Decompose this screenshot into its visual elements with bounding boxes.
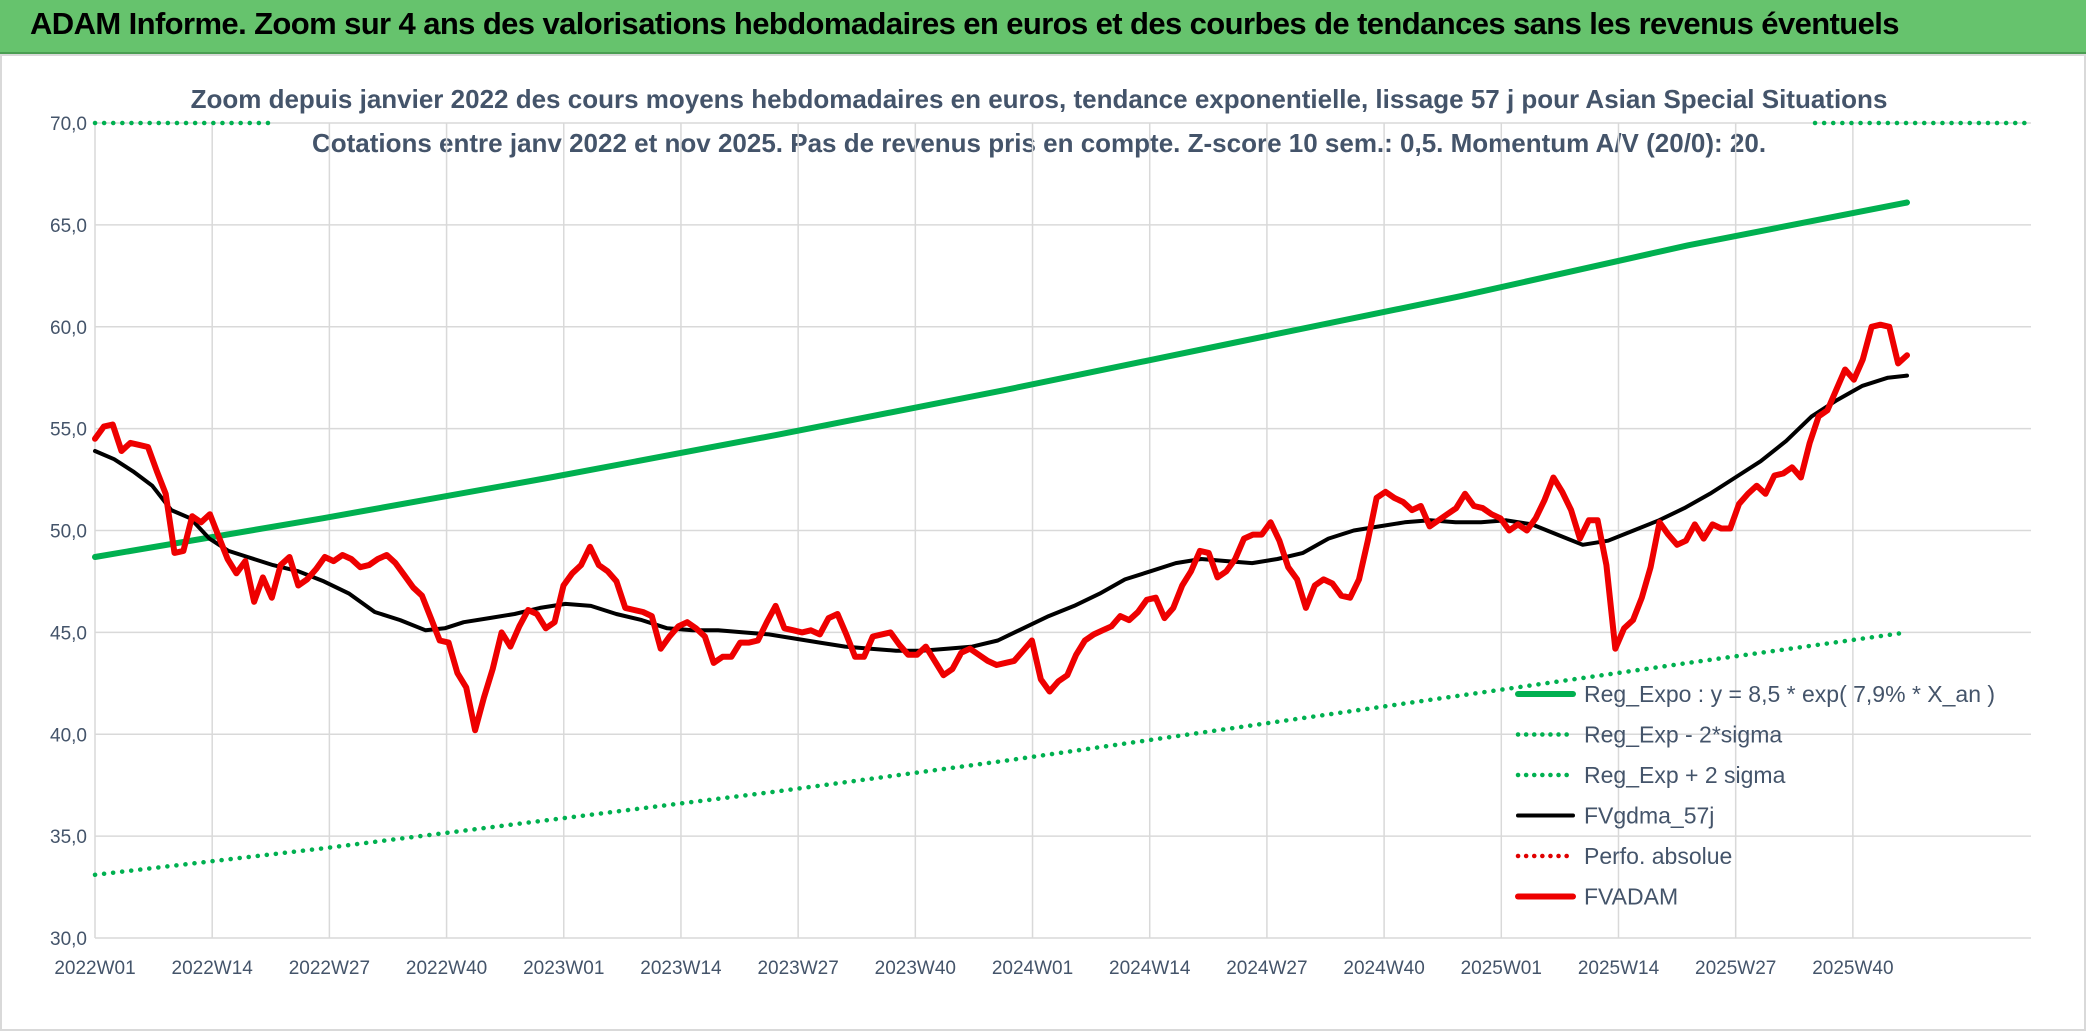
header-banner: ADAM Informe. Zoom sur 4 ans des valoris… xyxy=(0,0,2086,54)
x-tick-label: 2023W01 xyxy=(523,958,604,979)
x-tick-label: 2024W40 xyxy=(1343,958,1424,979)
x-tick-label: 2022W01 xyxy=(54,958,135,979)
x-tick-label: 2025W01 xyxy=(1461,958,1542,979)
y-tick-label: 70,0 xyxy=(50,114,87,135)
page-title: ADAM Informe. Zoom sur 4 ans des valoris… xyxy=(30,6,1900,41)
legend-label: Reg_Exp + 2 sigma xyxy=(1584,762,1786,788)
y-tick-label: 40,0 xyxy=(50,725,87,746)
legend: Reg_Expo : y = 8,5 * exp( 7,9% * X_an ) R… xyxy=(1515,681,1995,910)
x-tick-label: 2025W40 xyxy=(1812,958,1893,979)
legend-label: Perfo. absolue xyxy=(1584,843,1732,869)
legend-label: FVADAM xyxy=(1584,884,1678,910)
x-tick-label: 2023W27 xyxy=(757,958,838,979)
x-tick-label: 2025W27 xyxy=(1695,958,1776,979)
chart-frame xyxy=(0,54,2086,1031)
legend-label: Reg_Expo : y = 8,5 * exp( 7,9% * X_an ) xyxy=(1584,681,1995,707)
x-tick-label: 2024W14 xyxy=(1109,958,1191,979)
x-tick-label: 2023W40 xyxy=(875,958,956,979)
series-line-0 xyxy=(92,199,1910,560)
y-tick-label: 50,0 xyxy=(50,522,87,543)
chart-subtitle: Cotations entre janv 2022 et nov 2025. P… xyxy=(312,128,1766,158)
y-tick-label: 30,0 xyxy=(50,929,87,950)
x-tick-label: 2022W40 xyxy=(406,958,487,979)
series-lines xyxy=(92,120,2034,878)
chart-title: Zoom depuis janvier 2022 des cours moyen… xyxy=(191,84,1888,114)
x-tick-label: 2024W27 xyxy=(1226,958,1307,979)
x-tick-label: 2023W14 xyxy=(640,958,722,979)
x-tick-label: 2025W14 xyxy=(1578,958,1660,979)
x-tick-label: 2024W01 xyxy=(992,958,1073,979)
legend-label: FVgdma_57j xyxy=(1584,803,1714,829)
y-tick-label: 65,0 xyxy=(50,216,87,237)
y-tick-label: 55,0 xyxy=(50,420,87,441)
y-axis: 30,0 35,0 40,0 45,0 50,0 55,0 60,0 65,0 70,0 xyxy=(50,114,87,950)
y-tick-label: 35,0 xyxy=(50,827,87,848)
y-tick-label: 60,0 xyxy=(50,318,87,339)
legend-label: Reg_Exp - 2*sigma xyxy=(1584,722,1782,748)
x-tick-label: 2022W27 xyxy=(289,958,370,979)
y-tick-label: 45,0 xyxy=(50,623,87,644)
series-line-5 xyxy=(92,321,1910,734)
gridlines xyxy=(94,122,2031,939)
x-axis: 2022W01 2022W14 2022W27 2022W40 2023W01 2023W… xyxy=(54,958,1893,979)
x-tick-label: 2022W14 xyxy=(172,958,254,979)
series-line-1 xyxy=(92,630,1910,878)
